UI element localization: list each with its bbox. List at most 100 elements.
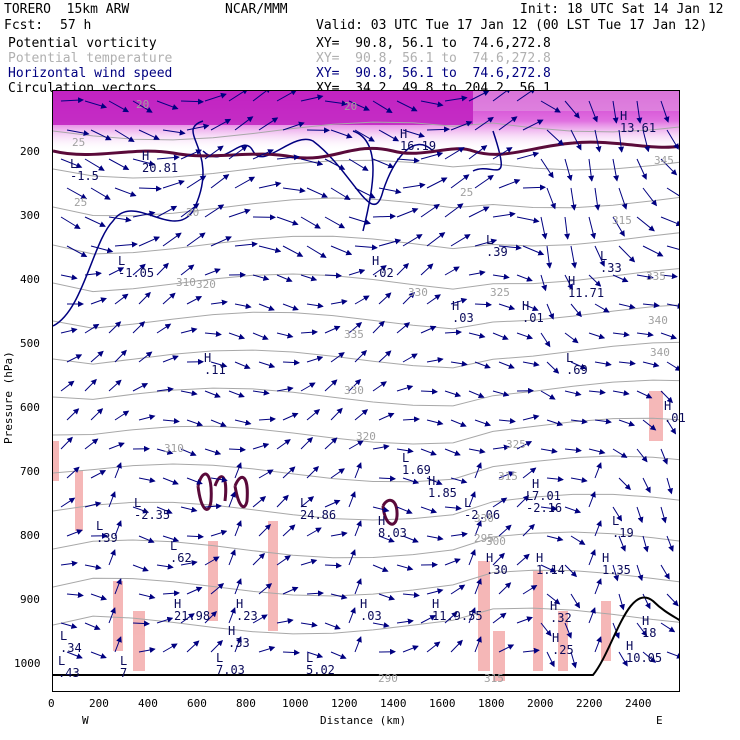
pressure-extremum-label: H .03: [452, 299, 474, 325]
ytick-900: 900: [20, 593, 40, 606]
pressure-extremum-label: H 18: [642, 614, 657, 640]
wind-vector: [570, 593, 581, 609]
wind-vector: [324, 216, 346, 229]
wind-vector: [132, 100, 153, 113]
wind-vector: [540, 564, 557, 573]
wind-vector: [444, 448, 461, 456]
wind-vector: [180, 149, 203, 160]
wind-vector: [156, 262, 169, 276]
pressure-extremum-label: H 10.05: [626, 639, 663, 665]
wind-vector: [522, 303, 539, 312]
wind-vector: [90, 651, 107, 659]
wind-vector: [306, 527, 322, 537]
wind-vector: [234, 361, 251, 370]
wind-vector: [618, 303, 636, 310]
wind-vector: [300, 329, 318, 336]
theta-line: [53, 304, 679, 330]
wind-vector: [546, 593, 561, 605]
wind-vector: [204, 390, 221, 398]
circulation-vectors: [60, 91, 679, 669]
wind-vector: [258, 117, 279, 131]
wind-vector: [330, 299, 348, 305]
wind-vector: [228, 390, 245, 398]
wind-vector: [666, 651, 679, 659]
wind-vector: [60, 158, 83, 169]
theta-label: 310: [176, 276, 196, 289]
wind-vector: [450, 531, 468, 538]
wind-vector: [564, 622, 572, 639]
wind-vector: [564, 447, 582, 454]
wind-vector: [60, 97, 84, 104]
wind-vector: [612, 100, 619, 124]
pressure-extremum-label: L .34: [60, 629, 82, 655]
wind-vector: [372, 622, 390, 629]
wind-vector: [474, 462, 482, 479]
wind-vector: [258, 523, 272, 537]
wind-vector: [492, 390, 510, 397]
wind-vector: [228, 145, 248, 160]
wind-vector: [378, 593, 396, 601]
wind-vector: [474, 520, 482, 537]
wind-vector: [516, 332, 534, 340]
wind-vector: [330, 187, 351, 201]
wind-vector: [618, 129, 625, 153]
wind-vector: [276, 386, 294, 392]
wind-vector: [258, 245, 282, 254]
wind-vector: [570, 535, 586, 545]
wind-vector: [420, 100, 444, 108]
wind-vector: [420, 203, 440, 218]
wind-vector: [372, 265, 387, 276]
wind-vector: [450, 477, 468, 484]
wind-vector: [444, 266, 460, 276]
wind-vector: [306, 245, 327, 258]
theta-label: 340: [650, 346, 670, 359]
wind-vector: [210, 361, 228, 368]
wind-vector: [522, 647, 540, 654]
legend-theta-name: Potential temperature: [8, 51, 173, 66]
wind-vector: [666, 361, 679, 371]
wind-vector: [564, 100, 580, 119]
wind-vector: [642, 302, 660, 309]
wind-vector: [636, 158, 647, 180]
xtick-1000: 1000: [282, 697, 309, 710]
wind-vector: [90, 129, 112, 141]
wind-vector: [282, 524, 296, 537]
wind-vector: [468, 491, 476, 508]
xtick-600: 600: [187, 697, 207, 710]
wind-vector: [108, 442, 125, 450]
wind-vector: [348, 491, 356, 508]
wind-vector: [114, 129, 135, 143]
wind-vector: [372, 381, 387, 392]
theta-label: 325: [490, 286, 510, 299]
wind-vector: [228, 491, 236, 508]
wind-vector: [252, 389, 270, 396]
wind-vector: [210, 529, 228, 537]
wind-vector: [156, 323, 172, 334]
wind-vector: [90, 593, 108, 601]
wind-vector: [516, 274, 533, 282]
wind-vector: [204, 503, 222, 510]
theta-label: 310: [164, 442, 184, 455]
wind-vector: [60, 327, 78, 334]
wind-vector: [588, 216, 597, 240]
pressure-extremum-label: H 11.9.55: [432, 597, 483, 623]
wind-vector: [402, 645, 419, 653]
wind-vector: [426, 177, 448, 189]
wind-vector: [282, 466, 296, 479]
wind-vector: [186, 586, 203, 595]
pressure-extremum-label: L .69: [566, 351, 588, 377]
xtick-2000: 2000: [527, 697, 554, 710]
wind-vector: [570, 245, 578, 269]
wind-vector: [60, 436, 73, 450]
wind-vector: [516, 91, 536, 102]
wind-vector: [186, 477, 203, 485]
wind-vector: [594, 129, 602, 153]
wind-vector: [324, 325, 341, 334]
pressure-extremum-label: L -2.16: [526, 489, 563, 515]
theta-label: 25: [460, 186, 474, 199]
theta-label: 290: [378, 672, 398, 685]
wind-vector: [114, 578, 122, 595]
wind-vector: [330, 468, 345, 479]
theta-label: 295: [474, 532, 494, 545]
pressure-extremum-label: H 1.35: [602, 551, 631, 577]
